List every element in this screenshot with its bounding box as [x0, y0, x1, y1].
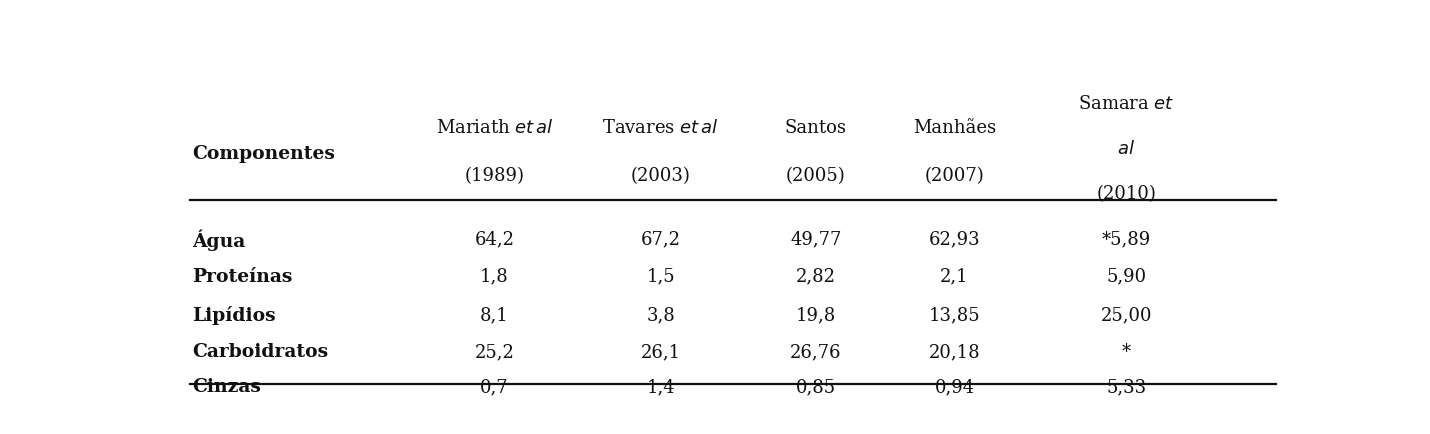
Text: Manhães: Manhães — [912, 118, 997, 136]
Text: (1989): (1989) — [465, 167, 525, 185]
Text: Samara $\it{et}$: Samara $\it{et}$ — [1078, 95, 1174, 113]
Text: (2003): (2003) — [631, 167, 691, 185]
Text: 25,00: 25,00 — [1101, 306, 1153, 323]
Text: 20,18: 20,18 — [928, 342, 981, 360]
Text: 64,2: 64,2 — [475, 230, 515, 248]
Text: 2,82: 2,82 — [797, 267, 837, 285]
Text: 5,33: 5,33 — [1107, 377, 1147, 395]
Text: 5,90: 5,90 — [1107, 267, 1147, 285]
Text: 25,2: 25,2 — [475, 342, 515, 360]
Text: Carboidratos: Carboidratos — [192, 342, 327, 360]
Text: 0,94: 0,94 — [934, 377, 975, 395]
Text: Lipídios: Lipídios — [192, 305, 276, 324]
Text: *5,89: *5,89 — [1101, 230, 1151, 248]
Text: Cinzas: Cinzas — [192, 377, 260, 395]
Text: 26,1: 26,1 — [641, 342, 681, 360]
Text: (2010): (2010) — [1097, 185, 1157, 203]
Text: 62,93: 62,93 — [928, 230, 981, 248]
Text: 2,1: 2,1 — [940, 267, 970, 285]
Text: Tavares $\it{et\,al}$: Tavares $\it{et\,al}$ — [602, 118, 719, 136]
Text: 3,8: 3,8 — [646, 306, 675, 323]
Text: 1,4: 1,4 — [646, 377, 675, 395]
Text: Santos: Santos — [785, 118, 847, 136]
Text: Proteínas: Proteínas — [192, 267, 292, 285]
Text: 0,7: 0,7 — [480, 377, 509, 395]
Text: $\it{al}$: $\it{al}$ — [1117, 140, 1135, 158]
Text: *: * — [1121, 342, 1131, 360]
Text: 13,85: 13,85 — [928, 306, 981, 323]
Text: (2005): (2005) — [787, 167, 847, 185]
Text: Água: Água — [192, 228, 246, 250]
Text: Componentes: Componentes — [192, 145, 335, 163]
Text: 19,8: 19,8 — [797, 306, 837, 323]
Text: 0,85: 0,85 — [797, 377, 837, 395]
Text: 26,76: 26,76 — [791, 342, 842, 360]
Text: 1,5: 1,5 — [646, 267, 675, 285]
Text: 67,2: 67,2 — [641, 230, 681, 248]
Text: (2007): (2007) — [925, 167, 984, 185]
Text: 1,8: 1,8 — [480, 267, 509, 285]
Text: 8,1: 8,1 — [480, 306, 509, 323]
Text: Mariath $\it{et\,al}$: Mariath $\it{et\,al}$ — [436, 118, 553, 136]
Text: 49,77: 49,77 — [791, 230, 842, 248]
